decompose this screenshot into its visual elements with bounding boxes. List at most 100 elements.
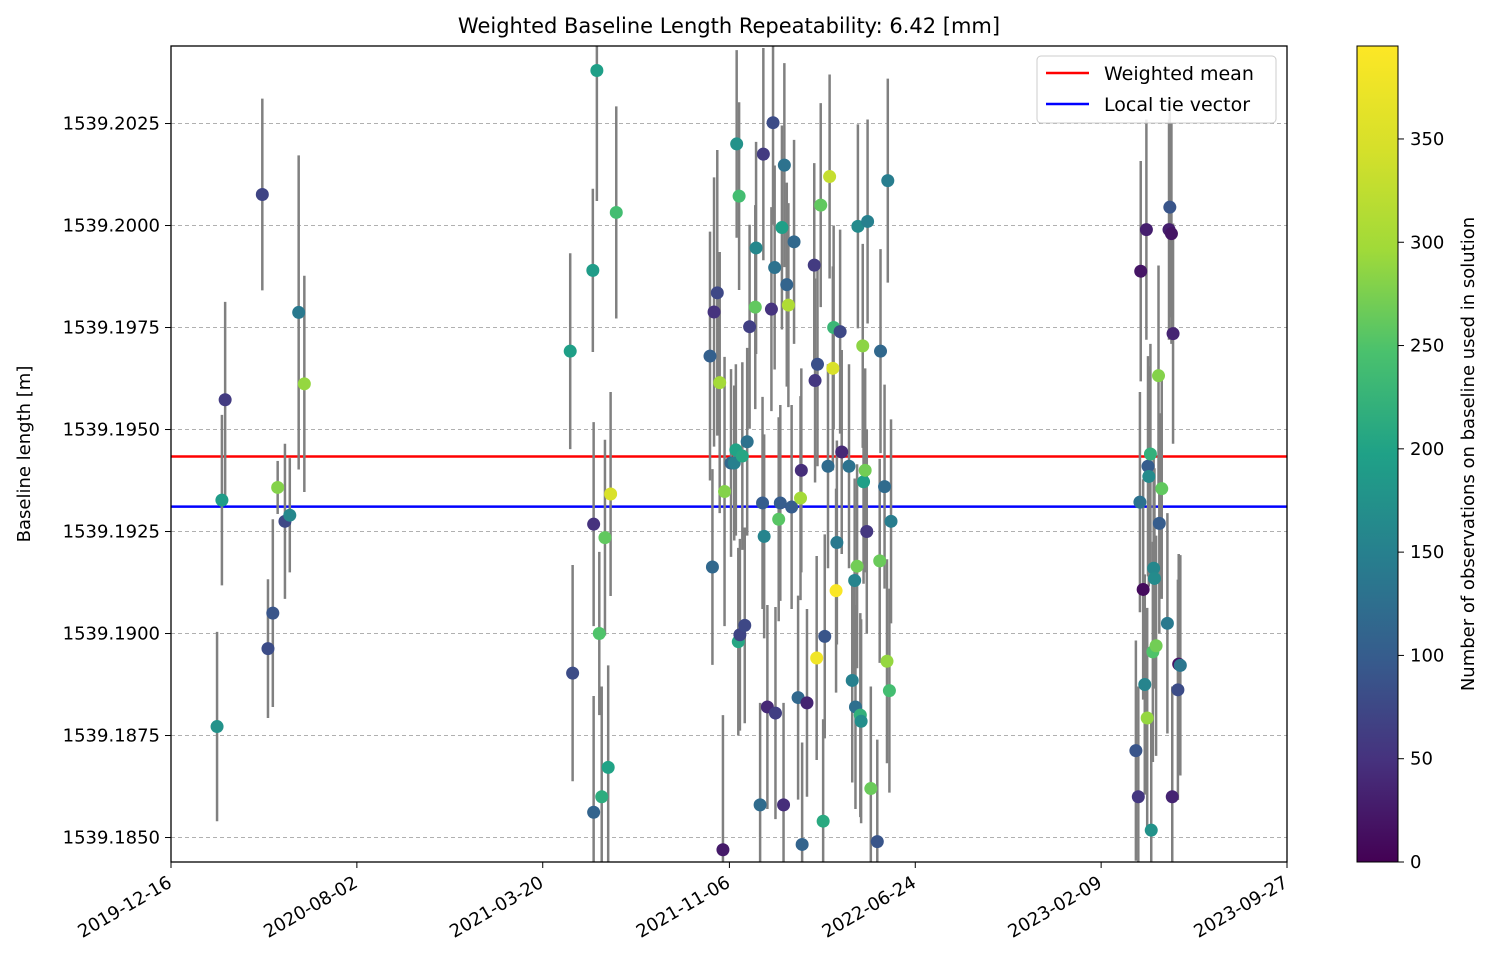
data-point	[1147, 561, 1161, 575]
chart-title: Weighted Baseline Length Repeatability: …	[458, 14, 1000, 38]
data-point	[753, 798, 767, 812]
legend: Weighted mean Local tie vector	[1036, 55, 1277, 124]
data-point	[882, 684, 896, 698]
y-tick-label: 1539.1850	[63, 828, 160, 849]
data-point	[884, 514, 898, 528]
colorbar-tick-label: 300	[1410, 232, 1444, 253]
data-point	[1173, 658, 1187, 672]
data-point	[1141, 459, 1155, 473]
x-tick-label: 2022-06-24	[819, 872, 920, 942]
data-point	[810, 357, 824, 371]
data-point	[1140, 711, 1154, 725]
data-point	[1164, 227, 1178, 241]
data-point	[768, 706, 782, 720]
data-point	[743, 320, 757, 334]
data-point	[1133, 495, 1147, 509]
data-point	[785, 500, 799, 514]
x-tick-label: 2020-08-02	[260, 872, 361, 942]
data-point	[794, 491, 808, 505]
data-point	[718, 485, 732, 499]
data-point	[777, 798, 791, 812]
data-point	[748, 300, 762, 314]
data-point	[1165, 790, 1179, 804]
data-point	[732, 189, 746, 203]
x-axis-ticks: 2019-12-16 2020-08-02 2021-03-20 2021-11-06…	[74, 862, 1292, 943]
y-tick-label: 1539.2025	[63, 114, 160, 135]
data-point	[1171, 683, 1185, 697]
data-point	[842, 459, 856, 473]
plot-frame	[170, 45, 1288, 863]
data-point	[598, 531, 612, 545]
data-point	[764, 302, 778, 316]
data-point	[271, 480, 285, 494]
colorbar-tick-label: 100	[1410, 645, 1444, 666]
data-point	[880, 654, 894, 668]
data-point	[756, 147, 770, 161]
data-point	[710, 286, 724, 300]
data-point	[738, 618, 752, 632]
data-point	[777, 158, 791, 172]
data-point	[587, 805, 601, 819]
data-point	[1152, 516, 1166, 530]
data-point	[749, 241, 763, 255]
data-point	[1147, 571, 1161, 585]
data-point	[873, 554, 887, 568]
data-point	[716, 843, 730, 857]
data-point	[592, 627, 606, 641]
colorbar-tick-label: 200	[1410, 439, 1444, 460]
data-point	[781, 298, 795, 312]
data-point	[1134, 264, 1148, 278]
reference-lines	[171, 455, 1287, 508]
data-point	[808, 374, 822, 388]
data-point	[807, 258, 821, 272]
colorbar-tick-label: 0	[1410, 852, 1421, 873]
data-point	[1142, 469, 1156, 483]
legend-box	[1036, 55, 1277, 124]
data-point	[210, 720, 224, 734]
colorbar-label: Number of observations on baseline used …	[1458, 217, 1479, 691]
data-point	[854, 714, 868, 728]
data-point	[1144, 823, 1158, 837]
data-point	[1166, 327, 1180, 341]
y-tick-label: 1539.1900	[63, 624, 160, 645]
data-point	[215, 493, 229, 507]
x-tick-label: 2019-12-16	[74, 872, 175, 942]
data-point	[768, 261, 782, 275]
colorbar-gradient	[1356, 45, 1399, 863]
data-point	[795, 837, 809, 851]
colorbar: 0 50 100 150 200 250 300 350 Number of observat…	[1356, 45, 1479, 873]
data-point	[609, 205, 623, 219]
data-point	[595, 790, 609, 804]
data-point	[851, 219, 865, 233]
data-point	[707, 305, 721, 319]
data-point	[705, 560, 719, 574]
data-point	[818, 629, 832, 643]
data-point	[833, 325, 847, 339]
data-point	[861, 214, 875, 228]
data-point	[878, 480, 892, 494]
data-point	[756, 496, 770, 510]
data-point	[860, 525, 874, 539]
data-point	[703, 349, 717, 363]
data-point	[713, 376, 727, 390]
data-point	[757, 529, 771, 543]
y-tick-label: 1539.1975	[63, 318, 160, 339]
data-point	[604, 487, 618, 501]
legend-label-local-tie-vector: Local tie vector	[1104, 94, 1250, 116]
data-point	[587, 517, 601, 531]
data-point	[775, 221, 789, 235]
data-point	[1129, 744, 1143, 758]
data-point	[730, 137, 744, 151]
data-point	[1163, 200, 1177, 214]
data-point	[773, 496, 787, 510]
data-point	[297, 377, 311, 391]
data-point	[1149, 639, 1163, 653]
data-point	[586, 263, 600, 277]
legend-label-weighted-mean: Weighted mean	[1104, 63, 1254, 85]
data-point	[566, 666, 580, 680]
data-point	[218, 393, 232, 407]
data-point	[787, 235, 801, 249]
colorbar-tick-label: 350	[1410, 129, 1444, 150]
data-point	[283, 508, 297, 522]
